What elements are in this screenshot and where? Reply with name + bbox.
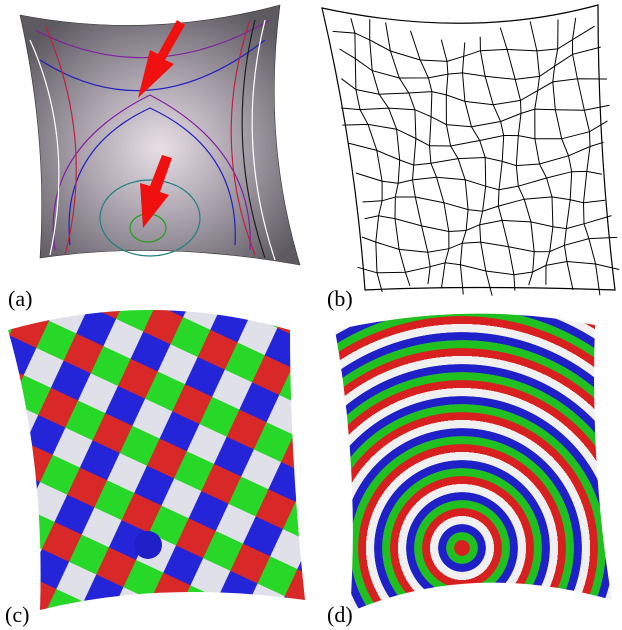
panel-label: (c)	[5, 602, 29, 627]
panel-label: (d)	[327, 602, 353, 627]
panel-label: (a)	[8, 286, 32, 311]
panel-d: (d)	[327, 300, 615, 627]
panel-a: (a)	[8, 5, 300, 311]
panel-c: (c)	[0, 290, 310, 627]
panel-b: (b)	[322, 5, 619, 311]
panel-label: (b)	[327, 286, 353, 311]
figure: (a) (b) (c) (d)	[0, 0, 622, 630]
